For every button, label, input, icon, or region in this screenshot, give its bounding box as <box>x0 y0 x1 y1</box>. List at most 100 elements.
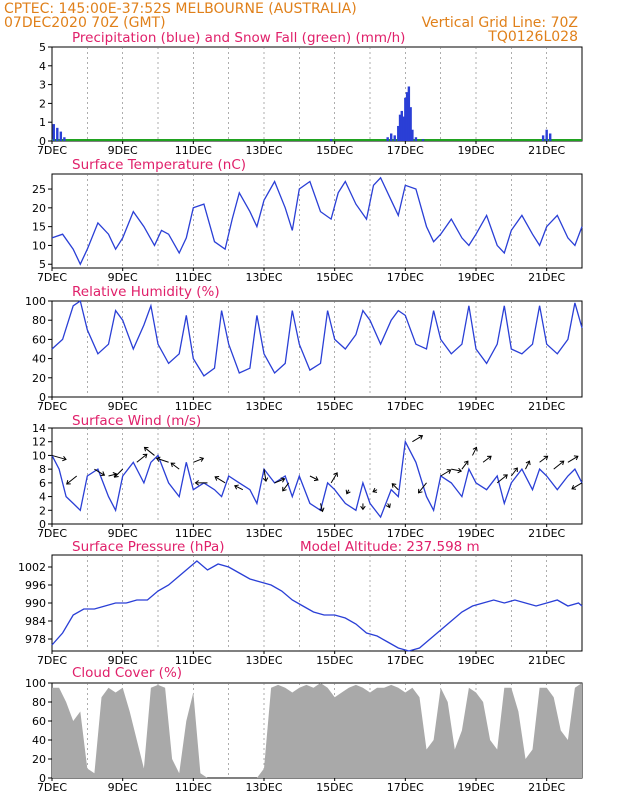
cloud-xtick-label: 15DEC <box>316 781 353 794</box>
header-run: 07DEC2020 70Z (GMT) <box>4 15 166 31</box>
wind-ytick-label: 2 <box>39 504 46 517</box>
precip-bar <box>397 125 400 141</box>
precip-ytick-label: 2 <box>39 97 46 110</box>
wind-ytick-label: 6 <box>39 477 46 490</box>
rh-xtick-label: 19DEC <box>457 400 494 413</box>
temp-ytick-label: 15 <box>32 221 46 234</box>
precip-bar <box>329 139 333 141</box>
precip-bar <box>421 139 425 141</box>
precip-bar <box>398 114 402 141</box>
precip-bar <box>52 124 55 141</box>
cloud-ytick-label: 60 <box>32 715 46 728</box>
precip-bar <box>390 133 393 141</box>
pres-ytick-label: 996 <box>25 579 46 592</box>
pres-xtick-label: 13DEC <box>245 654 282 667</box>
precip-bar <box>407 86 411 141</box>
wind-arrow <box>510 467 518 477</box>
rh-xtick-label: 7DEC <box>37 400 67 413</box>
precip-title: Precipitation (blue) and Snow Fall (gree… <box>72 30 405 46</box>
rh-ytick-label: 0 <box>39 391 46 404</box>
header: CPTEC: 145:00E-37:52S MELBOURNE (AUSTRAL… <box>4 1 578 45</box>
wind-arrow <box>274 477 286 484</box>
precip-bar <box>393 135 396 141</box>
cloud-ytick-label: 100 <box>25 677 46 690</box>
temp-ytick-label: 25 <box>32 183 46 196</box>
precip-ytick-label: 5 <box>39 41 46 54</box>
wind-arrow <box>472 446 478 456</box>
wind-xtick-label: 17DEC <box>387 527 424 540</box>
precip-bar <box>56 127 59 141</box>
panel-cloud-cover: Cloud Cover (%) 0 20 40 60 80 100 7DEC 9DEC 11DE… <box>25 665 583 794</box>
wind-ytick-label: 10 <box>32 449 46 462</box>
rh-title: Relative Humidity (%) <box>72 284 220 300</box>
cloud-xtick-label: 19DEC <box>457 781 494 794</box>
rh-ytick-label: 100 <box>25 295 46 308</box>
temp-xtick-label: 9DEC <box>108 271 138 284</box>
precip-ytick-label: 1 <box>39 116 46 129</box>
precip-bar <box>402 116 405 141</box>
precip-bar <box>414 137 418 141</box>
precip-ytick-label: 3 <box>39 79 46 92</box>
pres-ytick-label: 990 <box>25 597 46 610</box>
precip-xtick-label: 15DEC <box>316 144 353 157</box>
wind-arrow <box>418 482 427 494</box>
pres-xtick-label: 17DEC <box>387 654 424 667</box>
rh-ytick-label: 60 <box>32 333 46 346</box>
pres-ytick-label: 978 <box>25 633 46 646</box>
wind-xtick-label: 9DEC <box>108 527 138 540</box>
pres-ytick-label: 984 <box>25 615 46 628</box>
wind-arrow <box>143 446 155 456</box>
rh-xtick-label: 15DEC <box>316 400 353 413</box>
precip-xtick-label: 11DEC <box>175 144 212 157</box>
pres-series-line <box>51 560 583 652</box>
pres-xtick-label: 11DEC <box>175 654 212 667</box>
wind-series-line <box>51 439 583 519</box>
wind-frame <box>51 427 583 525</box>
cloud-ytick-label: 20 <box>32 753 46 766</box>
pres-ytick-label: 1002 <box>18 561 46 574</box>
wind-arrow <box>451 467 463 474</box>
precip-bar <box>59 131 63 141</box>
wind-arrow <box>360 503 366 511</box>
wind-arrow <box>391 483 399 491</box>
wind-arrow <box>412 434 424 443</box>
temp-series-line <box>51 176 583 266</box>
wind-arrow <box>136 453 148 463</box>
wind-arrow <box>282 482 290 492</box>
cloud-xtick-label: 13DEC <box>245 781 282 794</box>
precip-bar <box>409 107 412 141</box>
wind-arrow <box>262 469 269 482</box>
wind-ytick-label: 8 <box>39 463 46 476</box>
precip-frame <box>51 46 583 142</box>
pres-xtick-label: 19DEC <box>457 654 494 667</box>
temp-xtick-label: 13DEC <box>245 271 282 284</box>
wind-arrow <box>482 455 492 463</box>
cloud-xtick-label: 21DEC <box>528 781 565 794</box>
wind-arrow <box>66 475 78 485</box>
cloud-xtick-label: 17DEC <box>387 781 424 794</box>
rh-xtick-label: 11DEC <box>175 400 212 413</box>
temp-frame <box>51 173 583 269</box>
header-code: TQ0126L028 <box>487 29 578 45</box>
wind-arrow <box>496 474 508 484</box>
pres-xtick-label: 15DEC <box>316 654 353 667</box>
precip-bar <box>404 97 407 141</box>
cloud-title: Cloud Cover (%) <box>72 665 182 681</box>
temp-xtick-label: 21DEC <box>528 271 565 284</box>
temp-xtick-label: 7DEC <box>37 271 67 284</box>
panel-temperature: Surface Temperature (nC) 5 10 15 20 25 7DEC 9D… <box>32 157 583 284</box>
wind-arrow <box>553 460 565 470</box>
temp-xtick-label: 17DEC <box>387 271 424 284</box>
wind-arrow <box>319 503 325 513</box>
wind-arrow <box>193 456 205 463</box>
cloud-ytick-label: 40 <box>32 734 46 747</box>
wind-arrow <box>170 462 180 470</box>
wind-arrow <box>234 484 244 491</box>
pres-xtick-label: 7DEC <box>37 654 67 667</box>
temp-ytick-label: 20 <box>32 202 46 215</box>
wind-arrow <box>525 460 531 470</box>
wind-xtick-label: 21DEC <box>528 527 565 540</box>
header-station: CPTEC: 145:00E-37:52S MELBOURNE (AUSTRAL… <box>4 1 357 17</box>
